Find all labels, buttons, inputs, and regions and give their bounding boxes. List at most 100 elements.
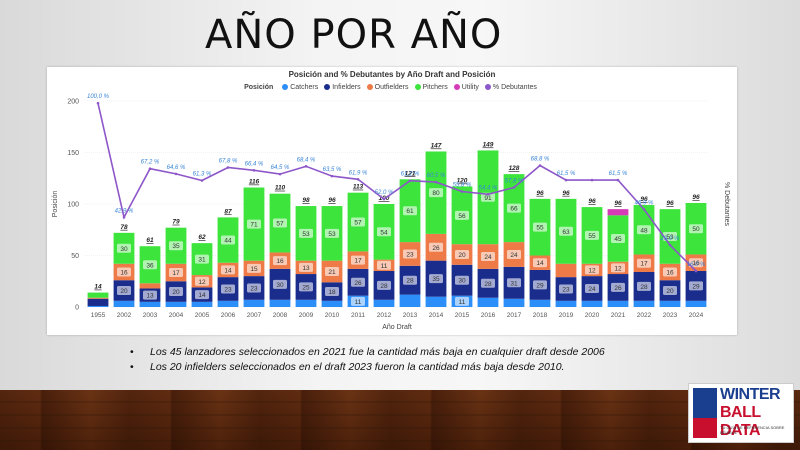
data-label-box xyxy=(455,210,469,220)
legend-label: % Debutantes xyxy=(492,84,537,91)
logo-tagline: TU GUÍA DE REFERENCIA SOBRE BÉISBOL xyxy=(720,425,785,435)
data-label-box xyxy=(585,283,599,293)
debutantes-label: 68,8 % xyxy=(531,157,550,163)
data-label: 15 xyxy=(250,266,258,273)
data-label: 61 xyxy=(406,208,414,215)
data-label: 30 xyxy=(276,282,284,289)
debutantes-point xyxy=(616,178,620,182)
debutantes-point xyxy=(382,197,386,201)
data-label: 14 xyxy=(536,260,544,267)
debutantes-label: 67,2 % xyxy=(141,160,160,166)
debutantes-label: 61,5 % xyxy=(557,171,576,177)
y-tick-label: 150 xyxy=(67,150,79,157)
winter-ball-data-logo: WINTER BALL DATA TU GUÍA DE REFERENCIA S… xyxy=(688,383,794,443)
legend-item: Utility xyxy=(453,84,479,91)
x-tick-label: 2007 xyxy=(247,312,262,319)
debutantes-point xyxy=(408,179,412,183)
logo-line-2: BALL DATA xyxy=(720,404,761,439)
data-label-box xyxy=(221,235,235,245)
debutantes-point xyxy=(590,178,594,182)
data-label-box xyxy=(351,277,365,287)
data-label: 23 xyxy=(562,286,570,293)
bar-total-label: 113 xyxy=(353,184,364,191)
bar-segment-catchers xyxy=(191,301,213,307)
legend-swatch xyxy=(282,84,289,90)
debutantes-point xyxy=(200,179,204,182)
data-label: 20 xyxy=(666,288,674,295)
bar-total-label: 149 xyxy=(483,141,494,148)
debutantes-point xyxy=(174,172,178,176)
debutantes-point xyxy=(278,172,282,176)
bar-total-label: 96 xyxy=(614,200,622,207)
debutantes-label: 100,0 % xyxy=(87,94,110,100)
bar-segment-catchers xyxy=(87,305,109,307)
debutantes-point xyxy=(538,164,542,167)
bar-segment-utility xyxy=(607,209,629,216)
data-label-box xyxy=(559,226,573,236)
data-label-box xyxy=(637,281,651,291)
debutantes-label: 61,3 % xyxy=(193,172,212,178)
y-axis-label: Posición xyxy=(52,191,59,218)
data-label: 28 xyxy=(406,278,414,285)
bar-segment-catchers xyxy=(243,299,265,307)
bar-total-label: 116 xyxy=(249,179,260,186)
data-label: 28 xyxy=(380,283,388,290)
x-tick-label: 2002 xyxy=(117,312,132,319)
data-label: 14 xyxy=(224,267,232,274)
debutantes-label: 54,4 % xyxy=(479,185,498,191)
data-label-box xyxy=(377,280,391,290)
batter-emblem-icon xyxy=(693,388,717,438)
bar-segment-catchers xyxy=(477,297,499,307)
data-label-box xyxy=(169,241,183,251)
debutantes-label: 61,5 % xyxy=(609,171,628,177)
data-label: 13 xyxy=(302,265,310,272)
legend-item: Pitchers xyxy=(414,84,448,91)
data-label: 13 xyxy=(146,293,154,300)
x-tick-label: 2010 xyxy=(325,312,340,319)
debutantes-label: 68,4 % xyxy=(297,157,316,163)
y-tick-label: 100 xyxy=(67,202,79,209)
chart-card: 0 50 100 150 200 Posición % Debutantes Año Draf… xyxy=(47,67,737,335)
data-label: 17 xyxy=(640,261,648,268)
legend-item: Outfielders xyxy=(366,84,409,91)
data-label-box xyxy=(247,263,261,273)
data-label-box xyxy=(325,266,339,276)
data-label: 23 xyxy=(250,285,258,292)
data-label-box xyxy=(377,260,391,270)
x-tick-label: 2003 xyxy=(143,312,158,319)
data-label-box xyxy=(351,217,365,227)
bar-segment-catchers xyxy=(425,296,447,307)
x-tick-label: 2005 xyxy=(195,312,210,319)
bar-total-label: 96 xyxy=(588,198,596,205)
bar-segment-catchers xyxy=(139,301,161,307)
debutantes-point xyxy=(148,167,152,171)
data-label: 20 xyxy=(172,289,180,296)
data-label: 35 xyxy=(172,243,180,250)
data-label-box xyxy=(481,192,495,202)
debutantes-point xyxy=(304,165,308,168)
data-label: 28 xyxy=(640,284,648,291)
data-label: 26 xyxy=(432,245,440,252)
debutantes-label: 64,5 % xyxy=(271,165,290,171)
bar-segment-catchers xyxy=(321,300,343,307)
debutantes-label: 57,8 % xyxy=(505,179,524,185)
debutantes-label: 60,5 % xyxy=(427,173,446,179)
bar-segment-infielders xyxy=(87,298,109,306)
bar-segment-catchers xyxy=(165,301,187,307)
data-label-box xyxy=(221,265,235,275)
debutantes-label: 29,0 % xyxy=(660,236,680,242)
data-label: 66 xyxy=(510,206,518,213)
bar-total-label: 110 xyxy=(275,185,286,192)
data-label: 26 xyxy=(354,280,362,287)
x-tick-label: 1955 xyxy=(91,312,106,319)
legend-label: Catchers xyxy=(290,84,319,91)
data-label-box xyxy=(247,283,261,293)
data-label: 57 xyxy=(354,220,362,227)
bullet-item: • Los 45 lanzadores seleccionados en 2021… xyxy=(130,345,690,360)
data-label-box xyxy=(117,267,131,277)
x-tick-label: 2008 xyxy=(273,312,288,319)
wood-floor xyxy=(0,390,800,450)
data-label-box xyxy=(247,219,261,229)
legend-swatch xyxy=(366,84,373,90)
data-label: 17 xyxy=(172,270,180,277)
